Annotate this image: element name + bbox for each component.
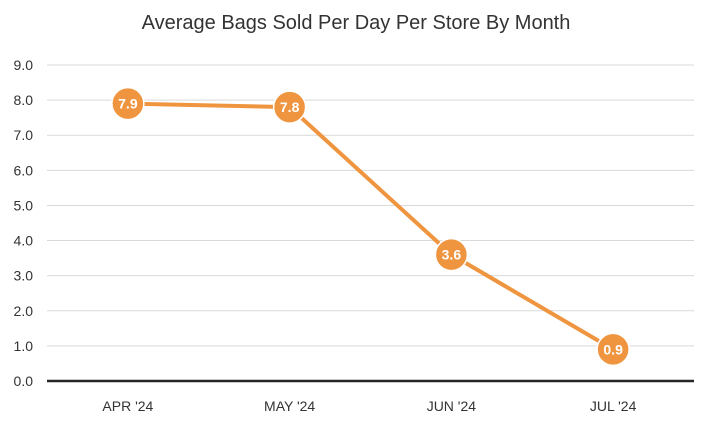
y-tick-label: 6.0 xyxy=(14,162,34,178)
y-tick-label: 4.0 xyxy=(14,233,34,249)
series-line xyxy=(125,101,616,352)
y-tick-label: 1.0 xyxy=(14,338,34,354)
data-point-marker xyxy=(111,86,145,121)
chart-title: Average Bags Sold Per Day Per Store By M… xyxy=(141,12,571,34)
y-tick-label: 7.0 xyxy=(14,127,34,143)
x-tick-label: JUN '24 xyxy=(427,398,477,414)
y-tick-label: 8.0 xyxy=(14,92,34,108)
y-tick-label: 5.0 xyxy=(14,197,34,213)
x-tick-label: JUL '24 xyxy=(590,398,637,414)
data-point-marker xyxy=(434,237,469,272)
y-tick-label: 3.0 xyxy=(14,268,34,284)
y-tick-label: 2.0 xyxy=(14,303,34,319)
data-point-marker xyxy=(596,332,630,367)
data-point-marker xyxy=(272,90,307,124)
x-tick-label: MAY '24 xyxy=(264,398,315,414)
data-label: 7.8 xyxy=(280,99,300,115)
data-label: 0.9 xyxy=(603,341,623,357)
data-label: 7.9 xyxy=(118,96,138,112)
y-tick-label: 9.0 xyxy=(14,57,34,73)
data-label: 3.6 xyxy=(442,247,462,263)
y-tick-label: 0.0 xyxy=(14,373,34,389)
x-tick-label: APR '24 xyxy=(102,398,153,414)
